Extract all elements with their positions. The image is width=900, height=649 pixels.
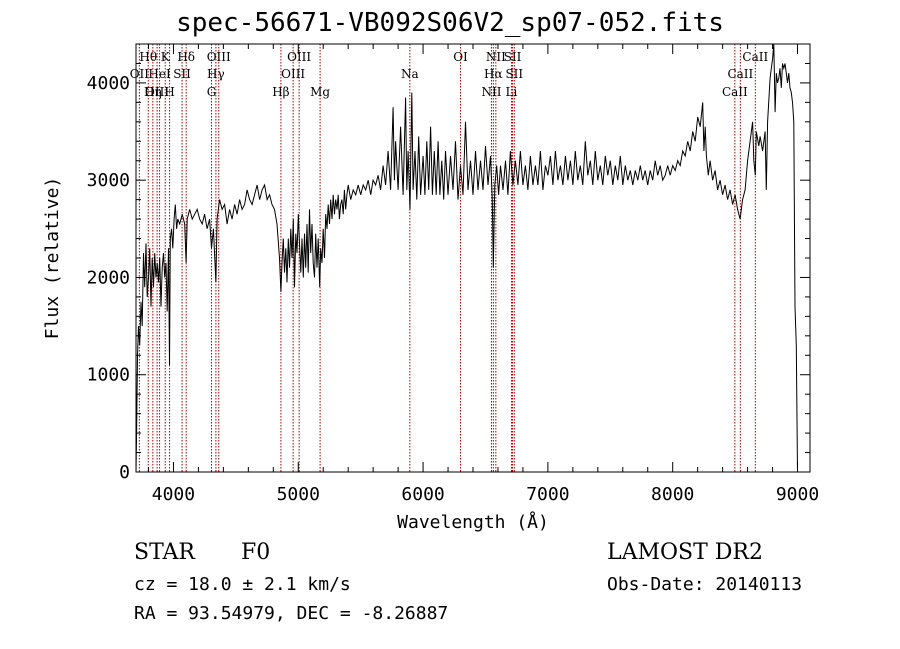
y-axis-label: Flux (relative) — [42, 177, 63, 340]
x-axis-label: Wavelength (Å) — [397, 511, 549, 533]
marker-label: OIII — [287, 50, 311, 64]
chart-title: spec-56671-VB092S06V2_sp07-052.fits — [176, 8, 724, 38]
marker-label: Mg — [310, 85, 330, 99]
y-tick-label: 3000 — [87, 170, 130, 191]
observation-date: Obs-Date: 20140113 — [607, 574, 803, 595]
spectrum-line — [135, 43, 798, 473]
marker-label: Na — [401, 67, 419, 81]
y-tick-label: 1000 — [87, 365, 130, 386]
object-subclass: F0 — [241, 540, 271, 565]
marker-label: NII — [481, 85, 501, 99]
marker-label: OI — [453, 50, 468, 64]
coordinates: RA = 93.54979, DEC = -8.26887 — [134, 603, 449, 624]
marker-label: OII — [130, 67, 150, 81]
marker-label: NII — [486, 50, 506, 64]
y-axis-ticks: 0 1000 2000 3000 4000 — [87, 43, 810, 483]
marker-label: H — [164, 85, 174, 99]
object-class: STAR — [134, 540, 195, 565]
spectrum-plot: 4000 5000 6000 7000 8000 9000 0 1000 2000 3000 40… — [42, 43, 819, 533]
line-markers-layer — [138, 44, 756, 472]
x-tick-label: 5000 — [277, 484, 320, 505]
marker-label: K — [161, 50, 171, 64]
marker-label: CaII — [722, 85, 748, 99]
marker-label: Li — [506, 85, 518, 99]
plot-frame — [135, 43, 811, 473]
x-tick-label: 8000 — [651, 484, 694, 505]
marker-label: Hη — [144, 85, 162, 99]
redshift-velocity: cz = 18.0 ± 2.1 km/s — [134, 574, 351, 595]
x-tick-label: 9000 — [776, 484, 819, 505]
marker-label: SII — [504, 50, 522, 64]
x-tick-label: 6000 — [401, 484, 444, 505]
marker-label: CaII — [727, 67, 753, 81]
marker-label: OIII — [145, 85, 169, 99]
marker-label: Hγ — [207, 67, 225, 81]
y-tick-label: 2000 — [87, 267, 130, 288]
marker-label: SII — [505, 67, 523, 81]
survey-name: LAMOST DR2 — [607, 540, 763, 565]
marker-label: Hβ — [272, 85, 289, 99]
x-tick-label: 7000 — [526, 484, 569, 505]
y-tick-label: 0 — [119, 462, 130, 483]
marker-label: G — [207, 85, 217, 99]
x-tick-label: 4000 — [152, 484, 195, 505]
marker-label: CaII — [742, 50, 768, 64]
marker-label: Hα — [484, 67, 503, 81]
marker-label: Hθ — [139, 50, 157, 64]
marker-label: HeI — [148, 67, 171, 81]
marker-label: Hδ — [177, 50, 195, 64]
x-axis-ticks: 4000 5000 6000 7000 8000 9000 — [147, 44, 819, 505]
marker-label: OIII — [207, 50, 231, 64]
marker-label: OIII — [281, 67, 305, 81]
marker-label: SII — [173, 67, 191, 81]
y-tick-label: 4000 — [87, 73, 130, 94]
